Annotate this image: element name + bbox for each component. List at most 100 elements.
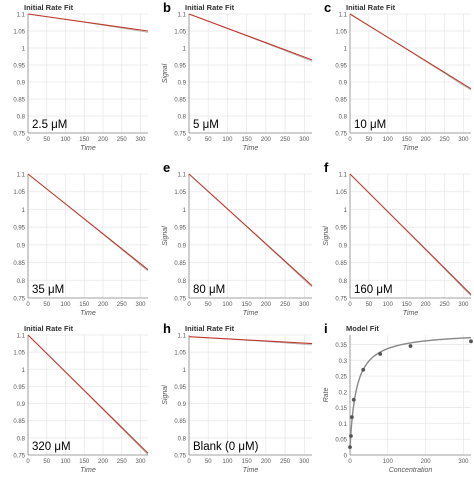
panel-3: 0.75 0.8 0.85 0.9 0.95 1 1.05 1.1 0 50 100 150 200 25… xyxy=(324,0,472,152)
x-tick-label: 150 xyxy=(242,137,253,143)
x-tick-label: 200 xyxy=(261,459,272,465)
panel-title: Initial Rate Fit xyxy=(185,324,235,333)
y-tick-label: 0.75 xyxy=(174,297,186,303)
x-tick-label: 300 xyxy=(458,137,469,143)
y-tick-label: 1.1 xyxy=(339,173,348,179)
y-axis-label: Signal xyxy=(162,226,169,246)
x-axis-label: Time xyxy=(243,145,259,152)
y-axis-label: Signal xyxy=(323,226,330,246)
y-tick-label: 0.95 xyxy=(174,64,186,70)
x-axis-label: Time xyxy=(80,145,96,152)
concentration-label: 5 μM xyxy=(193,119,219,131)
y-tick-label: 1 xyxy=(22,208,26,214)
y-axis-label: Signal xyxy=(162,63,169,83)
x-tick-label: 250 xyxy=(280,137,291,143)
x-tick-label: 300 xyxy=(299,302,310,308)
y-tick-label: 1.1 xyxy=(178,334,187,340)
data-point xyxy=(469,339,473,344)
y-tick-label: 1.1 xyxy=(178,13,187,19)
concentration-label: 2.5 μM xyxy=(32,119,67,131)
y-tick-label: 0.95 xyxy=(174,385,186,391)
y-tick-label: 1.05 xyxy=(13,30,25,36)
x-tick-label: 50 xyxy=(366,137,373,143)
y-tick-label: 1.05 xyxy=(174,190,186,196)
y-tick-label: 0.8 xyxy=(178,279,187,285)
fit-line xyxy=(27,13,149,32)
y-tick-label: 0.9 xyxy=(17,243,26,249)
x-tick-label: 100 xyxy=(60,137,71,143)
y-tick-label: 0.1 xyxy=(339,422,348,428)
x-tick-label: 150 xyxy=(79,459,90,465)
x-tick-label: 150 xyxy=(242,302,253,308)
y-tick-label: 0.35 xyxy=(335,343,347,349)
data-point xyxy=(378,352,383,356)
x-tick-label: 50 xyxy=(43,302,50,308)
x-tick-label: 200 xyxy=(421,302,432,308)
x-tick-label: 150 xyxy=(402,137,413,143)
x-tick-label: 250 xyxy=(117,459,128,465)
y-tick-label: 0.8 xyxy=(17,115,26,121)
y-tick-label: 0.85 xyxy=(174,98,186,104)
x-axis-label: Time xyxy=(243,310,259,317)
y-tick-label: 0.85 xyxy=(13,261,25,267)
y-tick-label: 0.75 xyxy=(335,132,347,138)
fit-line xyxy=(188,336,313,345)
x-tick-label: 150 xyxy=(242,459,253,465)
y-tick-label: 1 xyxy=(344,208,348,214)
y-tick-label: 0.2 xyxy=(339,390,348,396)
data-point xyxy=(349,415,354,420)
x-axis-label: Time xyxy=(403,310,419,317)
x-tick-label: 200 xyxy=(98,459,109,465)
x-tick-label: 100 xyxy=(383,137,394,143)
x-tick-label: 250 xyxy=(280,459,291,465)
panel-title: Initial Rate Fit xyxy=(24,324,74,333)
y-tick-label: 1.05 xyxy=(335,30,347,36)
model-fit-curve xyxy=(349,337,471,448)
x-tick-label: 100 xyxy=(383,459,394,465)
x-tick-label: 200 xyxy=(421,459,432,465)
y-tick-label: 0 xyxy=(344,454,348,460)
panel-title: Initial Rate Fit xyxy=(185,3,235,12)
y-tick-label: 1.05 xyxy=(335,190,347,196)
x-tick-label: 0 xyxy=(348,302,352,308)
x-tick-label: 300 xyxy=(299,137,310,143)
concentration-label: Blank (0 μM) xyxy=(193,441,259,453)
y-tick-label: 1 xyxy=(22,368,26,374)
x-tick-label: 200 xyxy=(98,137,109,143)
x-tick-label: 200 xyxy=(261,137,272,143)
panel-6: 0.75 0.8 0.85 0.9 0.95 1 1.05 1.1 0 50 100 150 200 25… xyxy=(323,160,472,317)
x-tick-label: 300 xyxy=(458,459,469,465)
y-tick-label: 1 xyxy=(183,208,187,214)
y-tick-label: 0.8 xyxy=(178,115,187,121)
fit-line xyxy=(349,13,472,90)
panel-4: 0.75 0.8 0.85 0.9 0.95 1 1.05 1.1 0 50 100 150 200 25… xyxy=(13,173,149,317)
x-tick-label: 0 xyxy=(26,459,30,465)
fit-line xyxy=(27,173,149,271)
y-tick-label: 0.95 xyxy=(13,385,25,391)
x-tick-label: 0 xyxy=(187,137,191,143)
y-tick-label: 0.8 xyxy=(17,279,26,285)
fit-line xyxy=(188,13,313,61)
data-point xyxy=(349,434,353,438)
x-tick-label: 50 xyxy=(366,302,373,308)
y-tick-label: 0.8 xyxy=(339,279,348,285)
x-axis-label: Concentration xyxy=(389,467,433,474)
y-tick-label: 0.9 xyxy=(339,243,348,249)
y-tick-label: 0.9 xyxy=(178,402,187,408)
data-point xyxy=(351,397,356,402)
x-axis-label: Time xyxy=(80,467,96,474)
y-tick-label: 0.3 xyxy=(339,359,348,365)
y-tick-label: 0.9 xyxy=(178,243,187,249)
x-tick-label: 50 xyxy=(205,137,212,143)
panel-2: 0.75 0.8 0.85 0.9 0.95 1 1.05 1.1 0 50 100 150 200 25… xyxy=(162,0,313,152)
x-tick-label: 250 xyxy=(280,302,291,308)
x-tick-label: 100 xyxy=(222,302,233,308)
y-tick-label: 0.25 xyxy=(335,375,347,381)
x-tick-label: 250 xyxy=(117,137,128,143)
panel-5: 0.75 0.8 0.85 0.9 0.95 1 1.05 1.1 0 50 100 150 200 25… xyxy=(162,160,313,317)
x-tick-label: 150 xyxy=(79,137,90,143)
x-tick-label: 100 xyxy=(60,459,71,465)
x-tick-label: 50 xyxy=(43,459,50,465)
